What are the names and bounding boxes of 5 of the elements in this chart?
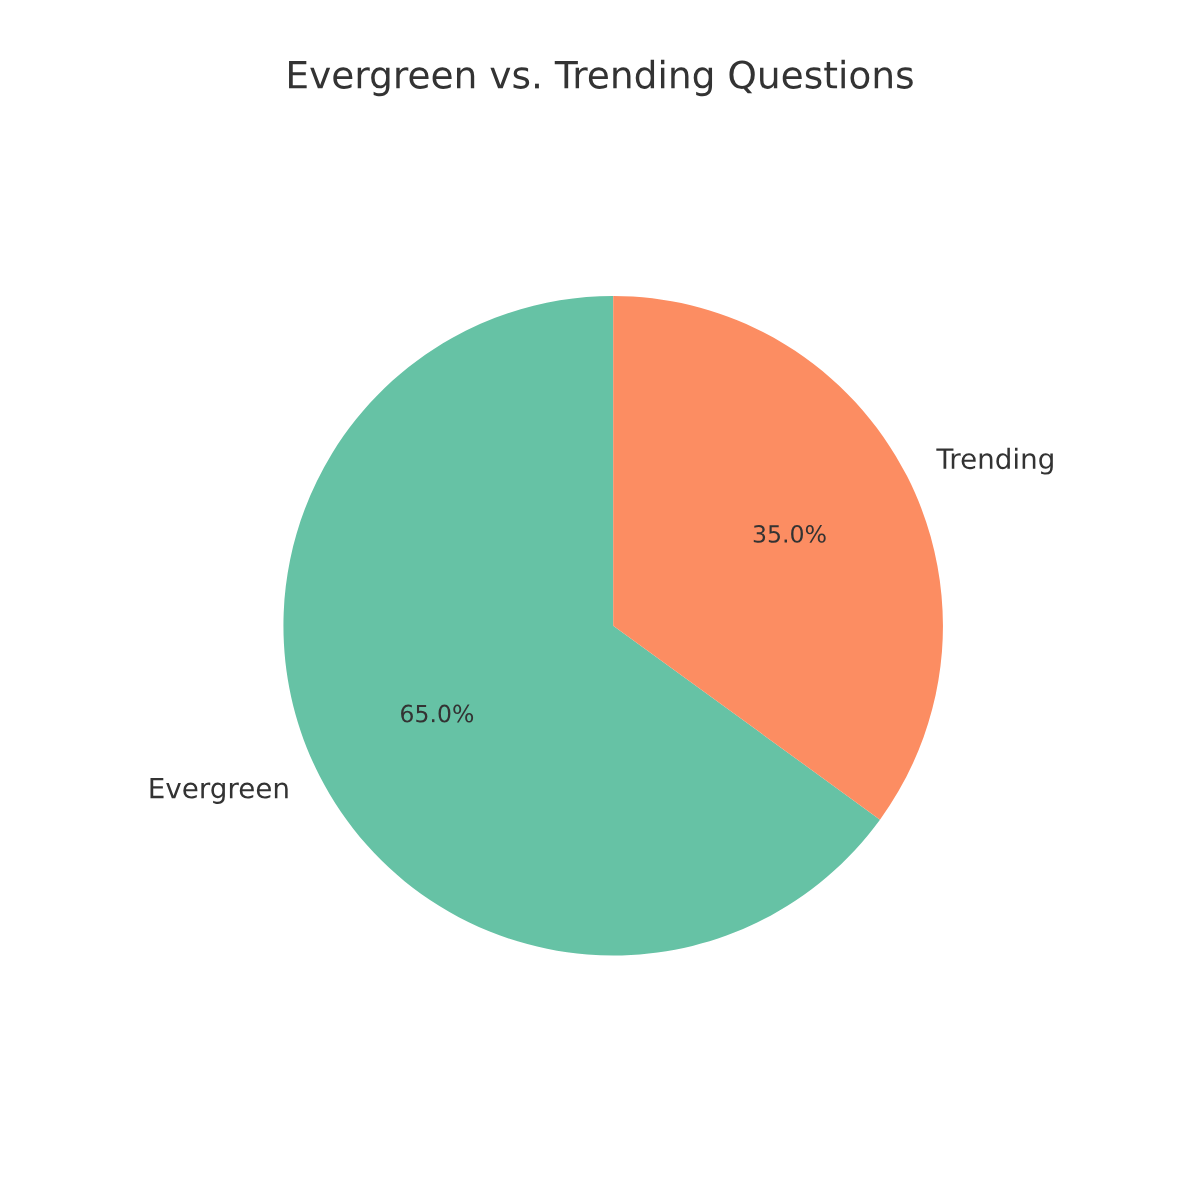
data-label: 65.0% bbox=[401, 704, 474, 723]
data-label: 35.0% bbox=[753, 524, 826, 543]
slice-label: Evergreen bbox=[150, 777, 288, 804]
slice-label: Trending bbox=[936, 447, 1053, 475]
chart-title: Evergreen vs. Trending Questions bbox=[289, 59, 913, 97]
